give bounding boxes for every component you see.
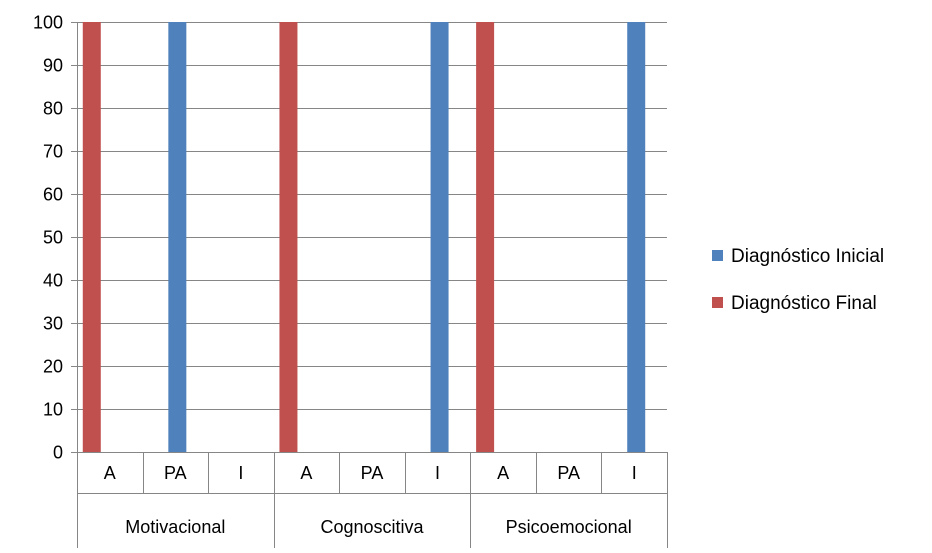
sub-category-label: A	[300, 463, 312, 483]
category-axis: A PA I A PA I A PA I Motivacional Cognoscitiva Psic…	[104, 463, 637, 537]
bars	[82, 22, 646, 452]
sub-category-label: PA	[557, 463, 580, 483]
legend-item-final: Diagnóstico Final	[712, 293, 877, 314]
y-tick-label: 90	[43, 56, 63, 76]
y-tick-label: 100	[33, 13, 63, 33]
legend-item-initial: Diagnóstico Inicial	[712, 246, 884, 267]
group-label: Cognoscitiva	[320, 517, 424, 537]
legend-swatch-initial	[712, 250, 723, 261]
y-tick-label: 80	[43, 99, 63, 119]
y-tick-label: 20	[43, 357, 63, 377]
bar-final	[476, 22, 495, 452]
y-tick-labels: 0 10 20 30 40 50 60 70 80 90 100	[33, 13, 63, 463]
sub-category-label: PA	[361, 463, 384, 483]
bar-final	[279, 22, 298, 452]
bar-initial	[430, 22, 449, 452]
axes	[71, 22, 668, 548]
y-tick-label: 60	[43, 185, 63, 205]
y-tick-label: 50	[43, 228, 63, 248]
legend-swatch-final	[712, 297, 723, 308]
legend: Diagnóstico Inicial Diagnóstico Final	[712, 246, 884, 314]
y-tick-label: 70	[43, 142, 63, 162]
sub-category-label: I	[435, 463, 440, 483]
bar-initial	[168, 22, 187, 452]
legend-label-final: Diagnóstico Final	[731, 293, 877, 314]
group-label: Motivacional	[125, 517, 225, 537]
sub-category-label: A	[104, 463, 116, 483]
sub-category-label: I	[632, 463, 637, 483]
y-tick-label: 0	[53, 443, 63, 463]
gridlines	[77, 22, 667, 410]
group-label: Psicoemocional	[506, 517, 632, 537]
sub-category-label: I	[238, 463, 243, 483]
y-tick-label: 40	[43, 271, 63, 291]
y-tick-label: 10	[43, 400, 63, 420]
y-tick-label: 30	[43, 314, 63, 334]
bar-final	[82, 22, 101, 452]
bar-initial	[627, 22, 646, 452]
sub-category-label: A	[497, 463, 509, 483]
sub-category-label: PA	[164, 463, 187, 483]
legend-label-initial: Diagnóstico Inicial	[731, 246, 884, 267]
